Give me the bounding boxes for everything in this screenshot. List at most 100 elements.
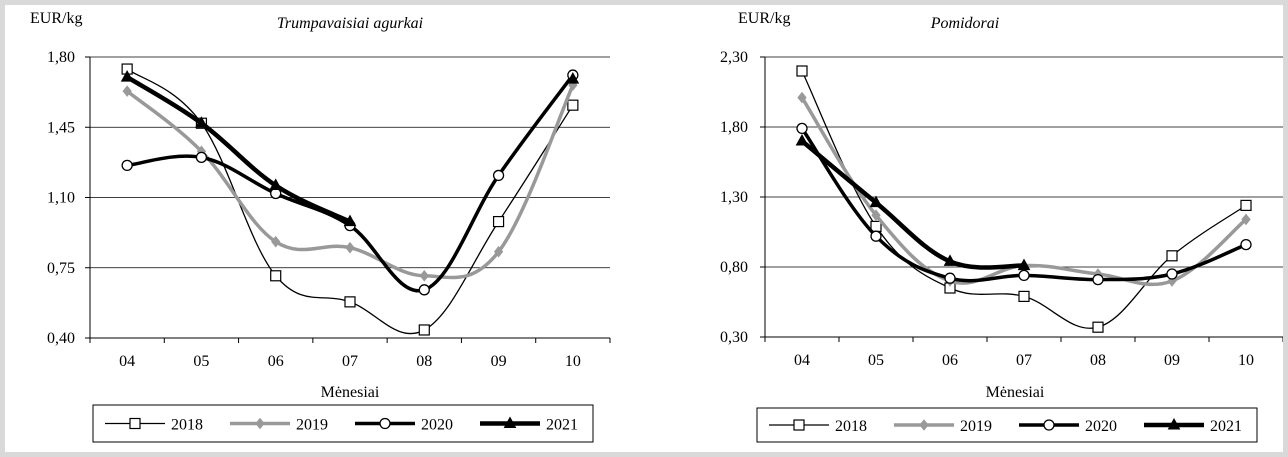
data-point: [1240, 238, 1252, 251]
data-point: [795, 133, 809, 146]
data-point: [418, 284, 430, 296]
data-point: [1018, 269, 1030, 282]
chart-title: Trumpavaisiai agurkai: [277, 15, 423, 32]
y-tick-label: 0,40: [47, 330, 75, 347]
series-2020: [121, 69, 579, 296]
x-tick-label: 10: [565, 353, 581, 370]
legend-item-2020: 2020: [355, 417, 453, 434]
series-line: [125, 73, 575, 293]
legend-marker: [919, 419, 929, 431]
legend-marker: [129, 417, 141, 430]
legend-label: 2019: [960, 418, 992, 435]
data-point: [419, 269, 429, 282]
x-tick-label: 09: [491, 353, 507, 370]
legend-marker: [1167, 417, 1181, 430]
data-point: [567, 99, 579, 111]
y-tick-label: 1,30: [720, 189, 748, 206]
chart-frame: EUR/kg Trumpavaisiai agurkai Mėnesiai 0,40 0…: [5, 5, 1283, 452]
legend-marker: [379, 417, 391, 430]
legend-marker: [793, 419, 805, 431]
data-point: [869, 195, 883, 208]
data-point: [944, 272, 956, 284]
y-axis-label: EUR/kg: [30, 10, 82, 27]
data-point: [493, 245, 504, 258]
legend-item-2019: 2019: [894, 418, 992, 435]
data-point: [121, 159, 133, 172]
legend-item-2018: 2018: [769, 418, 867, 435]
y-tick-label: 1,80: [47, 49, 75, 66]
legend-item-2019: 2019: [230, 417, 328, 434]
y-tick-label: 0,75: [47, 260, 75, 277]
y-tick-label: 0,80: [720, 259, 748, 276]
series-line: [126, 68, 574, 335]
x-tick-label: 04: [119, 353, 135, 370]
y-axis-label: EUR/kg: [738, 10, 790, 27]
data-point: [1166, 268, 1178, 280]
x-tick-label: 09: [1164, 352, 1180, 369]
data-point: [418, 324, 430, 336]
data-point: [797, 91, 807, 104]
data-point: [796, 122, 808, 135]
legend-label: 2019: [296, 417, 328, 434]
x-tick-label: 06: [942, 352, 958, 369]
legend-item-2018: 2018: [105, 417, 203, 434]
data-point: [120, 70, 134, 82]
series-2019: [797, 91, 1251, 287]
legend-label: 2020: [1085, 418, 1117, 435]
y-tick-label: 1,10: [47, 190, 75, 207]
y-tick-label: 1,80: [720, 119, 748, 136]
y-tick-label: 1,45: [47, 119, 75, 136]
legend-box: [756, 407, 1258, 443]
chart-title: Pomidorai: [930, 15, 999, 32]
x-tick-label: 08: [416, 353, 432, 370]
x-tick-label: 07: [342, 353, 358, 370]
series-2021: [120, 70, 580, 227]
x-axis-label: Mėnesiai: [321, 384, 380, 401]
data-point: [796, 65, 808, 77]
data-point: [1018, 290, 1030, 302]
data-point: [492, 215, 505, 228]
data-point: [871, 209, 881, 222]
legend-label: 2020: [421, 417, 453, 434]
series-2018: [121, 63, 579, 336]
data-point: [566, 72, 580, 84]
chart-1: EUR/kg Trumpavaisiai agurkai Mėnesiai 0,40 0…: [30, 10, 611, 443]
legend-label: 2021: [1210, 418, 1242, 435]
x-tick-label: 07: [1016, 352, 1032, 369]
legend-item-2021: 2021: [480, 416, 578, 434]
series-2021: [795, 133, 1031, 271]
data-point: [1017, 258, 1031, 271]
data-point: [492, 169, 505, 182]
data-point: [1092, 273, 1104, 286]
data-point: [271, 235, 281, 248]
charts-canvas: EUR/kg Trumpavaisiai agurkai Mėnesiai 0,40 0…: [30, 10, 1283, 443]
x-tick-label: 10: [1238, 352, 1254, 369]
data-point: [1241, 213, 1251, 226]
legend-marker: [1043, 419, 1055, 431]
series-2020: [796, 122, 1252, 286]
data-point: [270, 270, 282, 282]
chart-2: EUR/kg Pomidorai Mėnesiai 0,30 0,80 1,30 1,80 2…: [720, 10, 1283, 443]
series-line: [799, 138, 1027, 270]
data-point: [195, 151, 208, 164]
legend-marker: [255, 417, 265, 430]
legend-label: 2018: [171, 417, 203, 434]
data-point: [1092, 321, 1104, 333]
legend-item-2020: 2020: [1019, 418, 1117, 435]
x-tick-label: 05: [193, 353, 209, 370]
series-2018: [796, 65, 1252, 333]
data-point: [269, 178, 283, 190]
x-axis-label: Mėnesiai: [986, 384, 1045, 401]
data-point: [344, 296, 356, 308]
data-point: [345, 241, 355, 254]
data-point: [122, 85, 132, 97]
legend-item-2021: 2021: [1144, 417, 1242, 435]
x-tick-label: 08: [1090, 352, 1106, 369]
data-point: [1166, 250, 1178, 262]
series-line: [124, 74, 353, 224]
data-point: [1240, 199, 1252, 211]
x-tick-label: 04: [794, 352, 810, 369]
data-point: [870, 230, 882, 242]
y-tick-label: 2,30: [720, 49, 748, 66]
x-tick-label: 05: [868, 352, 884, 369]
